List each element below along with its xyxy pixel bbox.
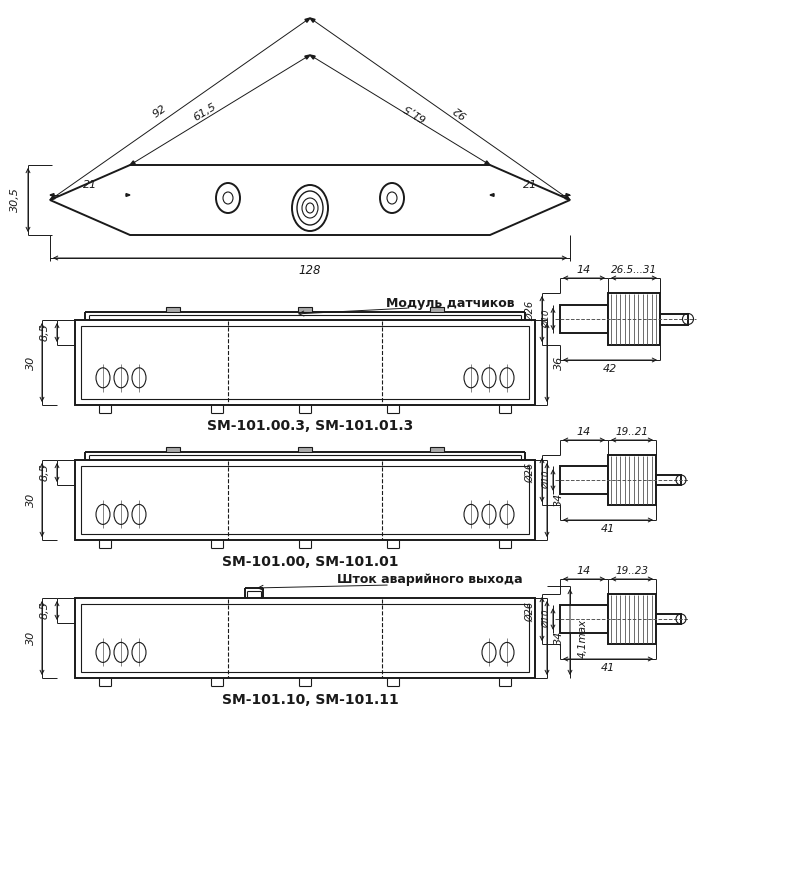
- Polygon shape: [490, 194, 494, 196]
- Text: 61,5: 61,5: [402, 101, 428, 123]
- Text: Ø10: Ø10: [542, 470, 551, 489]
- Bar: [75, 598, 535, 678]
- Polygon shape: [305, 18, 310, 22]
- Text: 92: 92: [451, 103, 469, 119]
- Polygon shape: [310, 55, 315, 59]
- Text: 21: 21: [83, 180, 97, 190]
- Text: 21: 21: [523, 180, 537, 190]
- Text: 14: 14: [577, 566, 591, 576]
- Bar: [81, 466, 529, 534]
- Text: Ø26: Ø26: [525, 301, 535, 321]
- Text: SM-101.10, SM-101.11: SM-101.10, SM-101.11: [222, 693, 398, 707]
- Text: Ø26: Ø26: [525, 602, 535, 621]
- Text: Ø26: Ø26: [525, 462, 535, 483]
- Bar: [430, 447, 444, 452]
- Bar: [656, 614, 681, 624]
- Bar: [608, 594, 656, 644]
- Text: 14: 14: [577, 427, 591, 437]
- Bar: [75, 320, 535, 405]
- Text: 41: 41: [601, 524, 615, 534]
- Text: 41: 41: [601, 663, 615, 673]
- Text: 61,5: 61,5: [192, 101, 218, 123]
- Polygon shape: [130, 161, 135, 165]
- Text: 30: 30: [26, 631, 36, 645]
- Bar: [656, 475, 681, 485]
- Text: 4,1max: 4,1max: [578, 619, 588, 658]
- Text: 92: 92: [151, 103, 169, 119]
- Polygon shape: [126, 194, 130, 196]
- Text: 8,5: 8,5: [40, 324, 50, 341]
- Bar: [660, 314, 688, 324]
- Bar: [560, 605, 608, 633]
- Text: Ø10: Ø10: [542, 610, 551, 629]
- Text: 30,5: 30,5: [10, 188, 20, 212]
- Bar: [430, 307, 444, 312]
- Text: 34: 34: [554, 631, 564, 645]
- Text: 26.5...31: 26.5...31: [611, 265, 657, 275]
- Text: 42: 42: [603, 364, 617, 374]
- Polygon shape: [305, 55, 310, 59]
- Text: 19..23: 19..23: [615, 566, 649, 576]
- Polygon shape: [485, 161, 490, 165]
- Text: 30: 30: [26, 493, 36, 507]
- Bar: [608, 293, 660, 345]
- Polygon shape: [565, 196, 570, 200]
- Polygon shape: [50, 194, 54, 196]
- Text: 8,5: 8,5: [40, 464, 50, 481]
- Bar: [560, 305, 608, 333]
- Bar: [81, 326, 529, 399]
- Text: Ø10: Ø10: [542, 309, 551, 328]
- Polygon shape: [566, 194, 570, 196]
- Text: Модуль датчиков: Модуль датчиков: [386, 297, 514, 309]
- Text: 30: 30: [26, 356, 36, 370]
- Polygon shape: [50, 165, 570, 235]
- Text: 14: 14: [577, 265, 591, 275]
- Text: SM-101.00.3, SM-101.01.3: SM-101.00.3, SM-101.01.3: [207, 419, 413, 433]
- Text: Шток аварийного выхода: Шток аварийного выхода: [337, 573, 523, 587]
- Bar: [166, 447, 180, 452]
- Bar: [298, 447, 312, 452]
- Bar: [166, 307, 180, 312]
- Bar: [81, 604, 529, 672]
- Bar: [560, 466, 608, 493]
- Polygon shape: [50, 196, 55, 200]
- Bar: [298, 307, 312, 312]
- Text: 34: 34: [554, 493, 564, 507]
- Bar: [608, 455, 656, 505]
- Text: 19..21: 19..21: [615, 427, 649, 437]
- Text: 36: 36: [554, 356, 564, 370]
- Text: SM-101.00, SM-101.01: SM-101.00, SM-101.01: [222, 555, 398, 569]
- Text: 8,5: 8,5: [40, 602, 50, 620]
- Text: 128: 128: [298, 263, 322, 276]
- Bar: [75, 460, 535, 540]
- Polygon shape: [310, 18, 315, 22]
